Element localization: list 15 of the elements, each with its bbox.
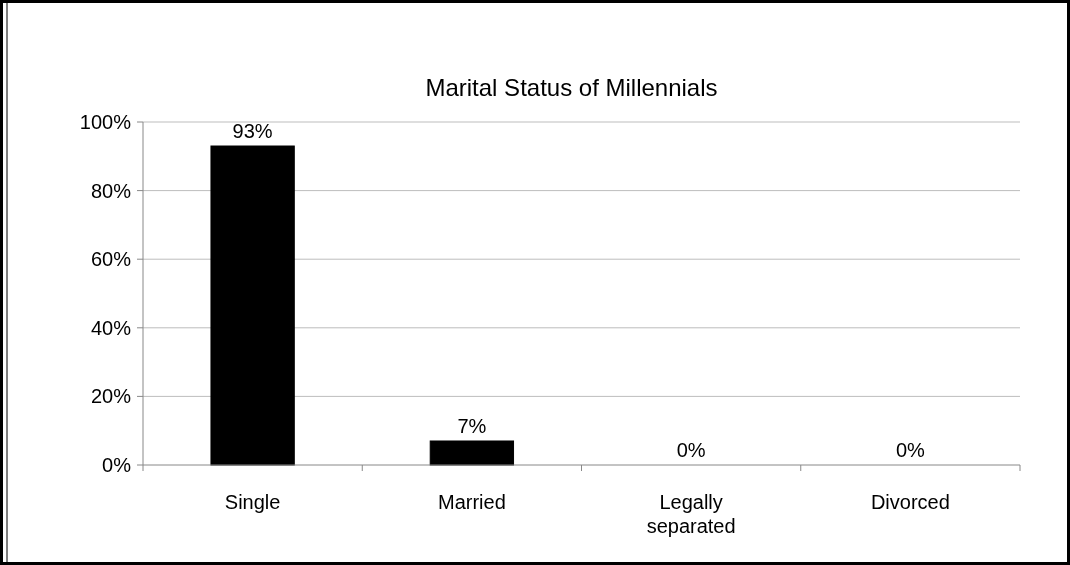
y-tick-label: 0% [102,454,132,476]
x-tick-label: Married [437,491,506,513]
y-tick-label: 60% [90,248,132,271]
y-tick-label: 20% [90,385,132,408]
chart-title: Marital Status of Millennials [425,74,718,101]
data-label: 93% [232,120,273,143]
y-tick-label: 100% [79,111,132,133]
data-label: 0% [895,439,926,461]
x-tick-label: Legally separated [646,491,736,537]
x-tick-label: Single [224,491,281,513]
data-label: 0% [676,439,706,461]
x-tick-label: Divorced [870,491,950,513]
y-tick-label: 80% [90,179,132,202]
data-label: 7% [457,414,487,437]
y-tick-label: 40% [90,316,132,339]
